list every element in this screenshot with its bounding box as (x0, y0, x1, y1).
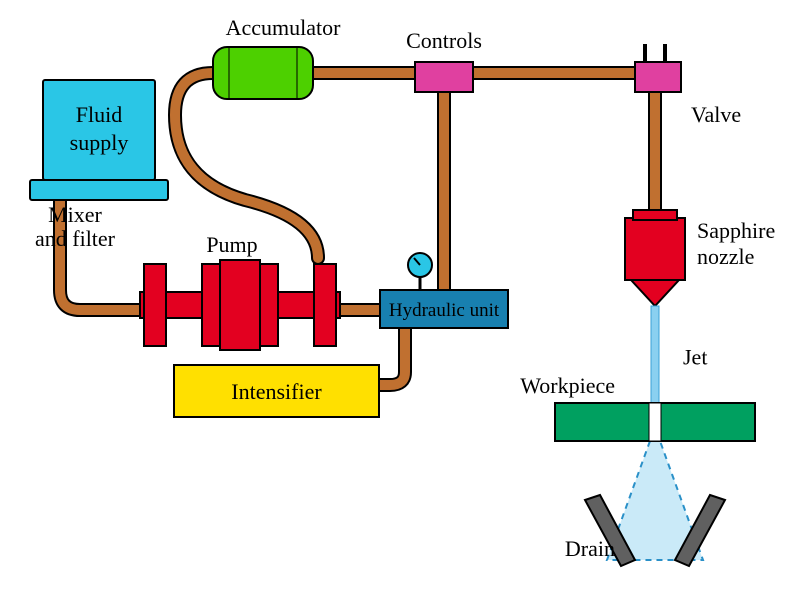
svg-text:Workpiece: Workpiece (520, 373, 615, 398)
svg-text:and filter: and filter (35, 226, 116, 251)
svg-text:Drain: Drain (565, 536, 615, 561)
svg-text:nozzle: nozzle (697, 244, 754, 269)
svg-text:supply: supply (70, 130, 129, 155)
svg-text:Controls: Controls (406, 28, 482, 53)
controls: Controls (406, 28, 482, 92)
svg-text:Fluid: Fluid (76, 102, 122, 127)
svg-text:Valve: Valve (691, 102, 741, 127)
intensifier: Intensifier (174, 365, 379, 417)
sapphire-nozzle: Sapphire nozzle (625, 210, 775, 306)
workpiece: Workpiece (520, 373, 755, 441)
svg-text:Jet: Jet (683, 345, 707, 370)
mixer-filter: Mixer and filter (30, 180, 168, 251)
svg-text:Mixer: Mixer (48, 202, 102, 227)
svg-text:Sapphire: Sapphire (697, 218, 775, 243)
fluid-supply: Fluid supply (43, 80, 155, 180)
accumulator: Accumulator (213, 15, 341, 99)
svg-text:Intensifier: Intensifier (231, 379, 322, 404)
valve-prongs (645, 44, 665, 62)
svg-text:Pump: Pump (206, 232, 257, 257)
svg-text:Accumulator: Accumulator (226, 15, 342, 40)
svg-text:Hydraulic unit: Hydraulic unit (389, 300, 500, 321)
